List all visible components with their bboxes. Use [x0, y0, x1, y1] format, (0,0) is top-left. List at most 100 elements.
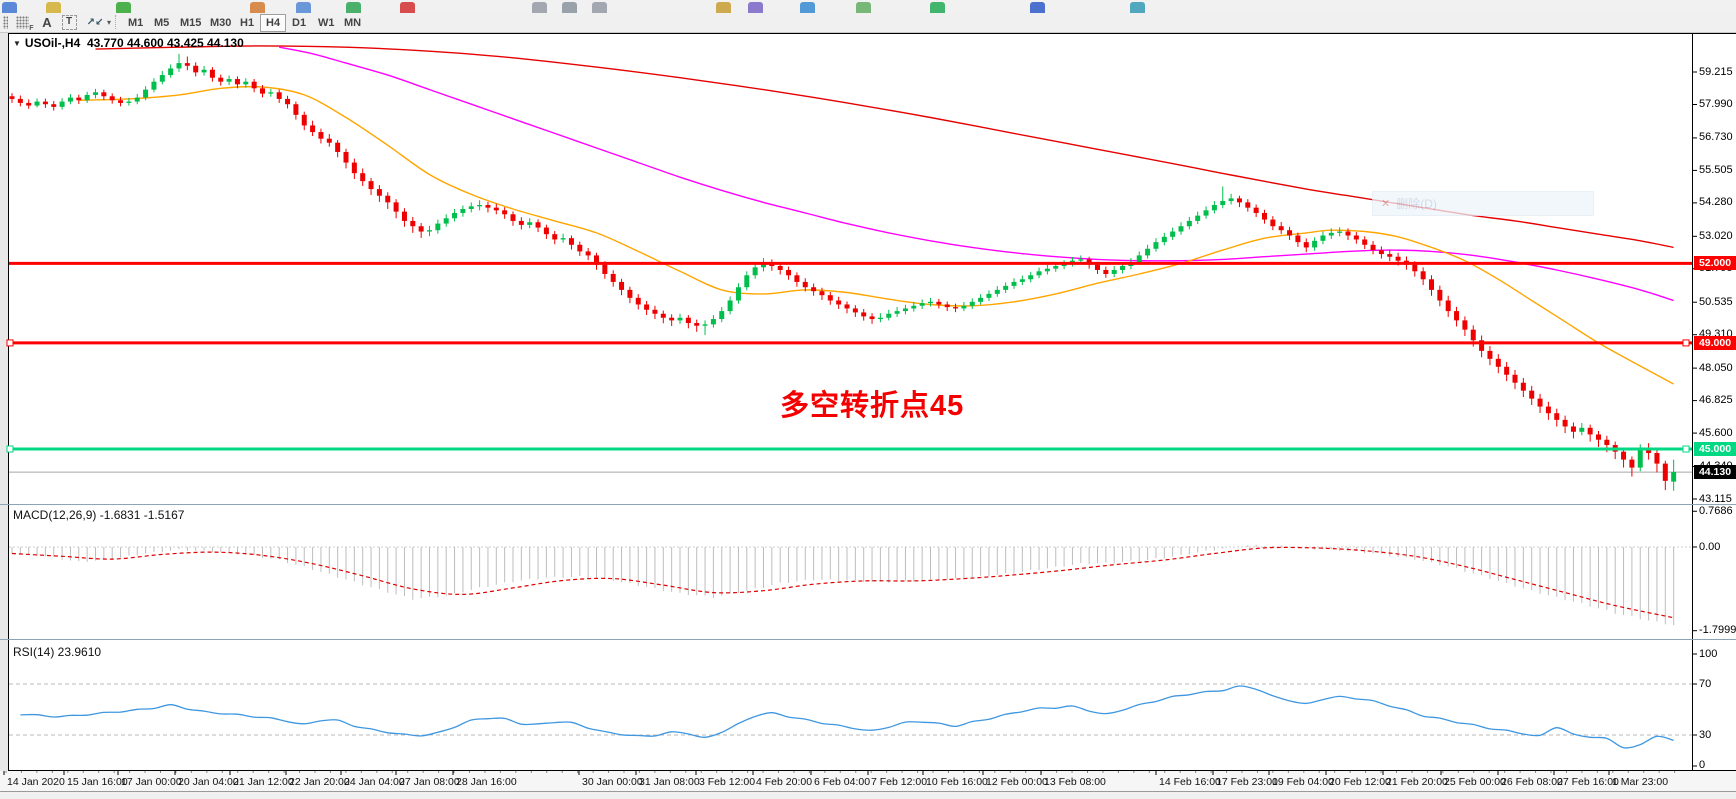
candle-body [1095, 264, 1100, 270]
hline-handle[interactable] [1682, 339, 1690, 347]
candle-body [26, 102, 32, 106]
timeframe-button-M30[interactable]: M30 [210, 17, 232, 29]
time-label: 1 Mar 23:00 [1612, 776, 1669, 788]
candle-body [635, 297, 641, 305]
time-label: 15 Jan 16:00 [67, 776, 128, 788]
candle-body [1019, 279, 1025, 282]
timeframe-button-W1[interactable]: W1 [318, 17, 335, 29]
candle-body [1353, 235, 1359, 240]
candle-body [368, 181, 374, 190]
toolbar-icon-16[interactable] [1130, 2, 1145, 13]
chart-text-annotation[interactable]: 多空转折点45 [780, 390, 965, 422]
toolbar-icon-3[interactable] [250, 2, 265, 13]
candle-body [1370, 244, 1376, 251]
splitter-macd-rsi[interactable] [0, 639, 1736, 640]
hline-handle[interactable] [1682, 445, 1690, 453]
candle-body [902, 308, 908, 312]
price-tick-label-56.730: 56.730 [1699, 131, 1733, 144]
candle-body [452, 212, 458, 219]
toolbar-divider [0, 32, 1736, 33]
candle-body [577, 244, 583, 252]
symbol-dropdown-icon[interactable]: ▼ [13, 39, 21, 48]
candle-body [727, 300, 733, 312]
candle-body [1003, 285, 1009, 290]
candle-body [285, 98, 291, 105]
splitter-main-macd[interactable] [0, 504, 1736, 505]
arrows-dropdown-caret-icon[interactable]: ▾ [106, 17, 111, 27]
hline-handle[interactable] [6, 445, 14, 453]
timeframe-button-H4[interactable]: H4 [260, 14, 287, 32]
toolbar-icon-12[interactable] [800, 2, 815, 13]
toolbar-icon-9[interactable] [592, 2, 607, 13]
candle-body [1445, 300, 1451, 312]
timeframe-button-M5[interactable]: M5 [154, 17, 170, 29]
candle-body [243, 81, 249, 85]
toolbar-icon-7[interactable] [532, 2, 547, 13]
toolbar-icon-0[interactable] [2, 2, 17, 13]
candle-body [811, 287, 817, 292]
candle-body [602, 264, 608, 274]
macd-signal-line [11, 546, 1674, 619]
timeframe-button-M15[interactable]: M15 [180, 17, 202, 29]
toolbar-icon-15[interactable] [1030, 2, 1045, 13]
rsi-line [20, 685, 1674, 749]
candle-body [1462, 320, 1468, 330]
time-label: 22 Jan 20:00 [289, 776, 350, 788]
candle-body [118, 100, 124, 103]
timeframe-button-D1[interactable]: D1 [292, 17, 307, 29]
candle-body [493, 207, 499, 211]
candle-body [134, 97, 140, 102]
candle-body [1228, 198, 1234, 202]
candle-body [76, 97, 82, 101]
time-label: 7 Feb 12:00 [871, 776, 928, 788]
toolbar-icon-4[interactable] [296, 2, 311, 13]
candle-body [1596, 434, 1601, 440]
candle-body [744, 275, 750, 288]
candle-body [669, 317, 675, 321]
candle-body [568, 238, 574, 245]
price-tick-label-53.020: 53.020 [1699, 229, 1733, 242]
candle-body [301, 114, 307, 126]
candle-body [1487, 350, 1493, 359]
candle-body [1178, 226, 1184, 232]
timeframe-button-M1[interactable]: M1 [128, 17, 144, 29]
candle-body [1103, 269, 1109, 274]
price-tick-label-43.115: 43.115 [1699, 492, 1732, 505]
hline-handle[interactable] [6, 339, 14, 347]
toolbar-icon-2[interactable] [116, 2, 131, 13]
toolbar-icon-6[interactable] [400, 2, 415, 13]
arrows-tool-icon[interactable]: ↗↙ [86, 16, 104, 28]
time-label: 25 Feb 00:00 [1444, 776, 1506, 788]
candle-body [1529, 390, 1535, 399]
toolbar-drag-handle-icon[interactable] [2, 14, 9, 30]
time-axis-strip[interactable] [0, 771, 1736, 791]
toolbar-icon-11[interactable] [748, 2, 763, 13]
toolbar-icon-10[interactable] [716, 2, 731, 13]
candle-body [644, 304, 650, 310]
toolbar-icon-8[interactable] [562, 2, 577, 13]
cursor-a-tool[interactable]: A [38, 14, 56, 30]
candle-body [335, 142, 341, 152]
time-label: 10 Feb 16:00 [926, 776, 988, 788]
candle-body [1036, 271, 1042, 276]
candle-body [276, 92, 282, 99]
toolbar-icon-13[interactable] [856, 2, 871, 13]
candle-body [735, 287, 741, 301]
candle-body [752, 267, 758, 276]
toolbar-icon-5[interactable] [346, 2, 361, 13]
candle-body [268, 92, 274, 94]
candle-body [560, 238, 566, 240]
tool-a-label: A [42, 14, 52, 30]
timeframe-button-MN[interactable]: MN [344, 17, 362, 29]
candle-body [1320, 235, 1326, 241]
text-label-tool[interactable]: T [60, 14, 78, 30]
candle-body [710, 319, 716, 325]
candle-body [209, 69, 215, 78]
timeframe-button-H1[interactable]: H1 [240, 17, 255, 29]
candle-body [685, 317, 691, 324]
candle-body [1145, 248, 1151, 256]
toolbar-icon-14[interactable] [930, 2, 945, 13]
crosshair-grid-tool-icon[interactable]: F [12, 14, 34, 32]
toolbar-icon-1[interactable] [46, 2, 61, 13]
